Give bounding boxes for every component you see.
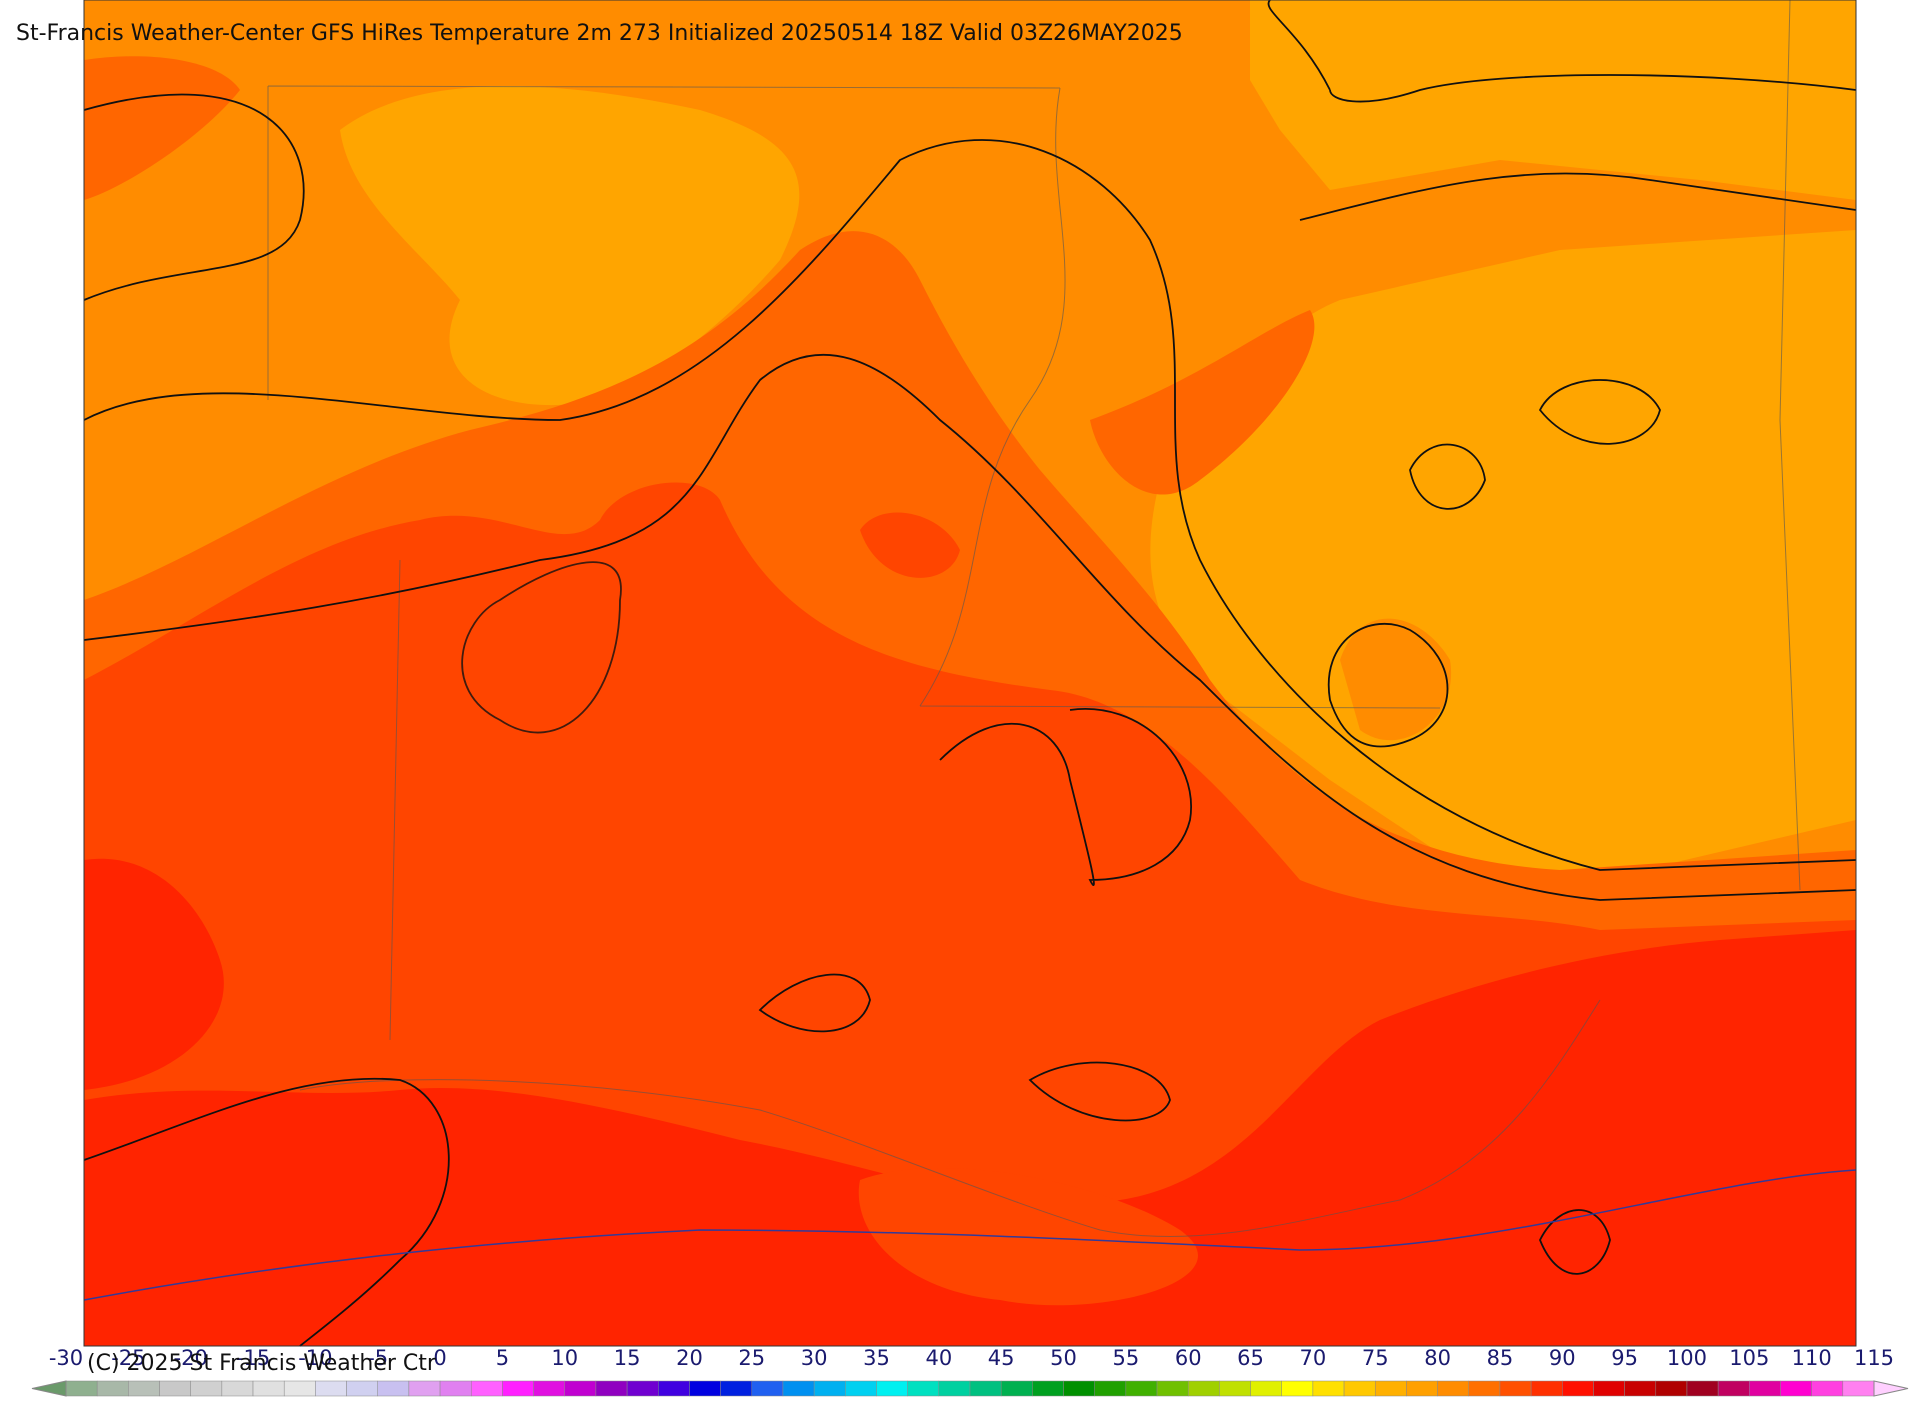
colorbar-swatch <box>1406 1380 1438 1397</box>
colorbar-swatch <box>470 1380 503 1397</box>
colorbar-swatch <box>1437 1380 1470 1397</box>
colorbar-swatch <box>128 1380 160 1397</box>
colorbar-swatch <box>1842 1380 1875 1397</box>
map <box>83 0 1857 1347</box>
colorbar-label: 10 <box>551 1346 578 1370</box>
colorbar-swatch <box>1374 1380 1407 1397</box>
map-frame <box>83 0 1857 1347</box>
colorbar-swatch <box>1749 1380 1781 1397</box>
colorbar-swatch <box>938 1380 971 1397</box>
colorbar-label: 20 <box>676 1346 703 1370</box>
colorbar-label: -25 <box>111 1346 145 1370</box>
colorbar-swatch <box>96 1380 129 1397</box>
colorbar-swatch <box>1032 1380 1064 1397</box>
colorbar-swatch <box>564 1380 597 1397</box>
colorbar-label: 30 <box>801 1346 828 1370</box>
colorbar-label: 45 <box>988 1346 1015 1370</box>
colorbar-label: -20 <box>174 1346 208 1370</box>
colorbar-label: -15 <box>236 1346 270 1370</box>
colorbar-swatch <box>1780 1380 1812 1397</box>
colorbar-label: 110 <box>1792 1346 1832 1370</box>
colorbar-swatch <box>720 1380 753 1397</box>
colorbar-swatch <box>658 1380 690 1397</box>
colorbar-swatch <box>1125 1380 1158 1397</box>
colorbar-swatch <box>969 1380 1002 1397</box>
colorbar-label: 100 <box>1667 1346 1707 1370</box>
colorbar-swatch <box>626 1380 659 1397</box>
colorbar-label: 85 <box>1487 1346 1514 1370</box>
colorbar-swatch <box>65 1380 98 1397</box>
colorbar: -30 -25 -20 -15 -10 -5 0 5 10 15 20 25 30 35 40 45 50 55 6… <box>31 1346 1909 1397</box>
colorbar-swatch <box>190 1380 223 1397</box>
colorbar-label: 65 <box>1237 1346 1264 1370</box>
colorbar-label: 75 <box>1362 1346 1389 1370</box>
colorbar-swatch <box>252 1380 285 1397</box>
colorbar-label: 115 <box>1854 1346 1894 1370</box>
colorbar-swatch <box>1063 1380 1095 1397</box>
colorbar-swatch <box>1281 1380 1314 1397</box>
colorbar-swatch <box>315 1380 347 1397</box>
colorbar-swatch <box>408 1380 441 1397</box>
colorbar-swatch <box>1530 1380 1563 1397</box>
colorbar-swatch <box>1343 1380 1376 1397</box>
colorbar-label: 80 <box>1424 1346 1451 1370</box>
colorbar-swatch <box>1562 1380 1594 1397</box>
colorbar-label: -5 <box>367 1346 388 1370</box>
colorbar-swatch <box>1187 1380 1220 1397</box>
colorbar-swatch <box>1499 1380 1532 1397</box>
colorbar-swatch <box>159 1380 191 1397</box>
colorbar-label: 50 <box>1050 1346 1077 1370</box>
colorbar-swatch <box>595 1380 628 1397</box>
colorbar-swatch <box>1250 1380 1282 1397</box>
colorbar-label: 40 <box>925 1346 952 1370</box>
colorbar-swatch <box>533 1380 566 1397</box>
colorbar-swatch <box>283 1380 316 1397</box>
colorbar-swatch <box>907 1380 940 1397</box>
colorbar-swatch <box>782 1380 815 1397</box>
colorbar-label: 95 <box>1611 1346 1638 1370</box>
colorbar-label: 35 <box>863 1346 890 1370</box>
colorbar-label: 5 <box>496 1346 509 1370</box>
colorbar-swatch <box>502 1380 534 1397</box>
colorbar-swatch <box>1811 1380 1844 1397</box>
colorbar-swatch <box>1468 1380 1501 1397</box>
colorbar-swatch <box>1156 1380 1189 1397</box>
colorbar-label: 25 <box>738 1346 765 1370</box>
colorbar-label: -10 <box>298 1346 332 1370</box>
colorbar-swatch <box>377 1380 410 1397</box>
colorbar-swatch <box>346 1380 378 1397</box>
copyright: (C) 2025 St Francis Weather Ctr <box>87 1351 437 1376</box>
colorbar-swatch <box>751 1380 784 1397</box>
colorbar-label: 60 <box>1175 1346 1202 1370</box>
colorbar-label: 15 <box>614 1346 641 1370</box>
colorbar-swatch <box>1094 1380 1127 1397</box>
colorbar-swatch <box>1593 1380 1625 1397</box>
colorbar-swatch <box>439 1380 472 1397</box>
colorbar-swatch <box>876 1380 908 1397</box>
colorbar-swatch <box>813 1380 846 1397</box>
colorbar-swatch <box>1624 1380 1657 1397</box>
colorbar-swatch <box>221 1380 254 1397</box>
colorbar-swatch <box>1000 1380 1033 1397</box>
colorbar-label: 0 <box>433 1346 446 1370</box>
colorbar-swatch <box>1717 1380 1750 1397</box>
colorbar-swatch <box>845 1380 877 1397</box>
colorbar-swatch <box>1655 1380 1688 1397</box>
colorbar-label: 55 <box>1112 1346 1139 1370</box>
colorbar-label: 90 <box>1549 1346 1576 1370</box>
title: St-Francis Weather-Center GFS HiRes Temp… <box>16 21 1183 46</box>
colorbar-swatch <box>1312 1380 1345 1397</box>
colorbar-arrow-low <box>31 1380 67 1397</box>
colorbar-label: 105 <box>1729 1346 1769 1370</box>
colorbar-swatch <box>689 1380 721 1397</box>
colorbar-arrow-high <box>1873 1380 1909 1397</box>
colorbar-label: 70 <box>1300 1346 1327 1370</box>
colorbar-swatch <box>1219 1380 1251 1397</box>
colorbar-label: -30 <box>49 1346 83 1370</box>
colorbar-swatch <box>1686 1380 1719 1397</box>
